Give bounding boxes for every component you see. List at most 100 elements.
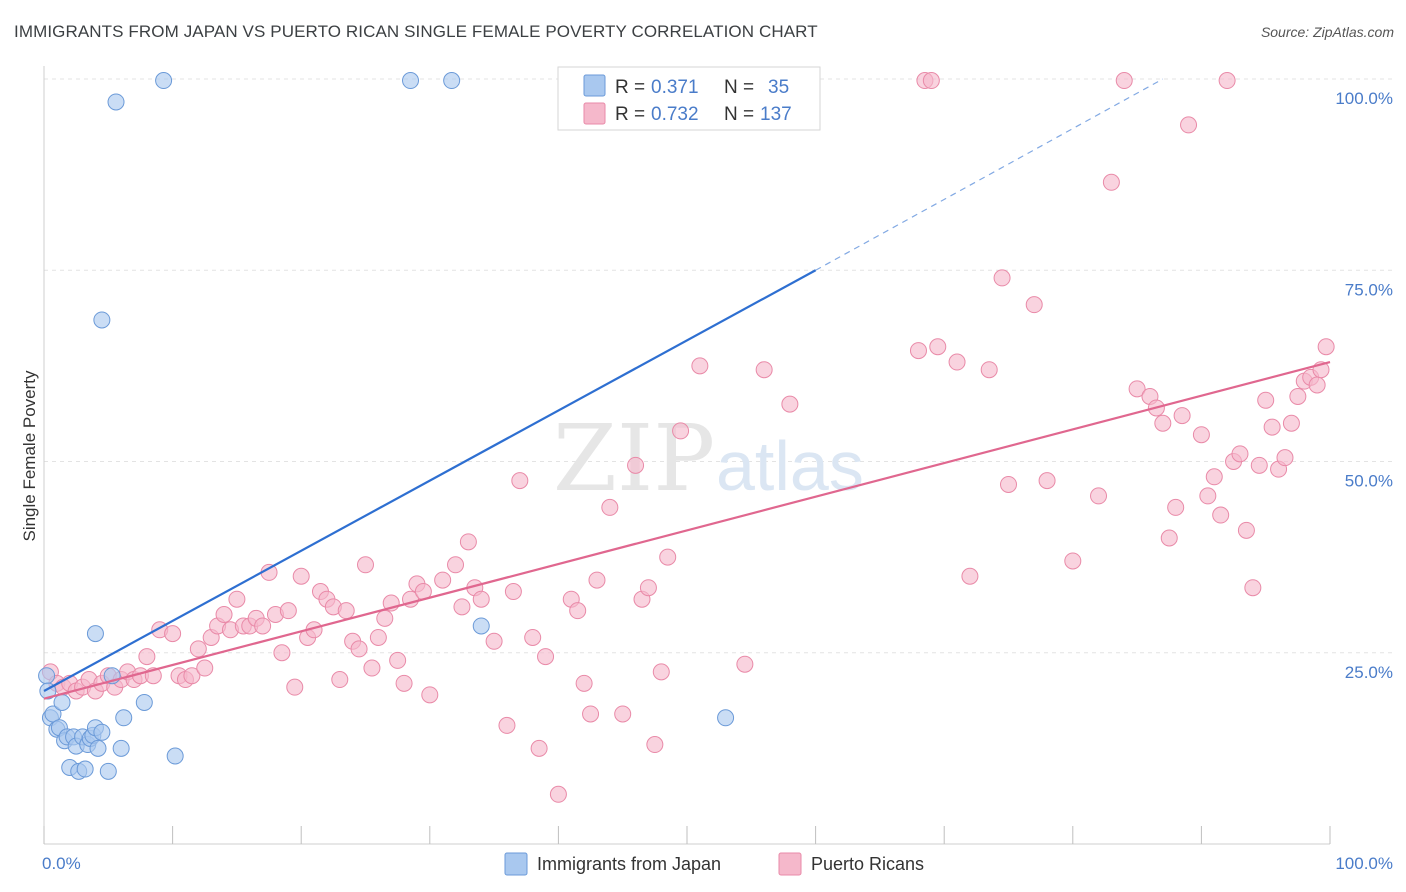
point-puerto-ricans	[1102, 173, 1120, 191]
point-puerto-ricans	[929, 338, 947, 356]
y-tick-labels: 25.0% 50.0% 75.0% 100.0%	[1335, 89, 1393, 682]
y-axis-label: Single Female Poverty	[20, 370, 39, 542]
series-legend-label-puerto-ricans: Puerto Ricans	[811, 854, 924, 874]
point-puerto-ricans	[993, 269, 1011, 287]
point-puerto-ricans	[279, 602, 297, 620]
point-puerto-ricans	[1128, 380, 1146, 398]
trend-line	[43, 360, 1331, 700]
point-puerto-ricans	[530, 739, 548, 757]
point-puerto-ricans	[485, 632, 503, 650]
point-japan	[155, 72, 173, 90]
point-puerto-ricans	[639, 579, 657, 597]
point-puerto-ricans	[1199, 487, 1217, 505]
watermark: ZIP atlas	[553, 405, 864, 512]
legend-r-value-blue: 0.371	[651, 77, 699, 98]
point-puerto-ricans	[909, 342, 927, 360]
y-tick-label: 75.0%	[1345, 280, 1393, 299]
point-puerto-ricans	[292, 567, 310, 585]
point-puerto-ricans	[1212, 506, 1230, 524]
point-puerto-ricans	[961, 567, 979, 585]
point-japan	[717, 709, 735, 727]
point-puerto-ricans	[1160, 529, 1178, 547]
point-japan	[443, 72, 461, 90]
point-japan	[38, 667, 56, 685]
point-puerto-ricans	[980, 361, 998, 379]
point-puerto-ricans	[781, 395, 799, 413]
point-puerto-ricans	[376, 609, 394, 627]
point-puerto-ricans	[357, 556, 374, 574]
point-puerto-ricans	[1317, 338, 1335, 356]
point-puerto-ricans	[331, 671, 349, 689]
point-puerto-ricans	[549, 785, 567, 803]
chart-title: IMMIGRANTS FROM JAPAN VS PUERTO RICAN SI…	[14, 22, 818, 41]
point-puerto-ricans	[1000, 475, 1017, 493]
point-puerto-ricans	[434, 571, 452, 589]
point-puerto-ricans	[273, 644, 291, 662]
y-tick-label: 25.0%	[1345, 663, 1393, 682]
point-puerto-ricans	[138, 648, 156, 666]
point-puerto-ricans	[1064, 552, 1082, 570]
point-puerto-ricans	[652, 663, 670, 681]
point-japan	[99, 762, 117, 780]
point-puerto-ricans	[646, 736, 664, 754]
point-puerto-ricans	[1192, 426, 1210, 444]
point-puerto-ricans	[1257, 391, 1275, 409]
trend-line	[43, 269, 817, 692]
legend-r-label-pink: R =	[615, 104, 645, 125]
series-japan-points	[38, 72, 735, 780]
legend-n-value-blue: 35	[768, 77, 789, 98]
series-legend-label-japan: Immigrants from Japan	[537, 854, 721, 874]
point-japan	[53, 693, 71, 711]
point-puerto-ricans	[1289, 387, 1307, 405]
point-puerto-ricans	[447, 556, 465, 574]
series-puerto-ricans-points	[41, 72, 1335, 803]
legend-swatch-blue	[583, 74, 606, 97]
legend-n-label-pink: N =	[724, 104, 754, 125]
series-legend-swatch-japan	[504, 852, 528, 876]
trend-line-extension	[815, 78, 1164, 271]
point-puerto-ricans	[1276, 449, 1294, 467]
point-japan	[166, 747, 184, 765]
point-puerto-ricans	[627, 456, 645, 474]
point-puerto-ricans	[1038, 472, 1056, 490]
point-puerto-ricans	[1090, 487, 1108, 505]
point-puerto-ricans	[948, 353, 966, 371]
point-puerto-ricans	[1025, 296, 1043, 314]
legend-box: R = 0.371 N = 35 R = 0.732 N = 137	[557, 66, 821, 131]
grid-layer	[44, 78, 1394, 654]
point-japan	[76, 760, 94, 778]
point-japan	[107, 93, 125, 111]
point-puerto-ricans	[1308, 376, 1326, 394]
point-puerto-ricans	[453, 598, 471, 616]
point-puerto-ricans	[421, 686, 439, 704]
point-puerto-ricans	[511, 472, 529, 490]
point-puerto-ricans	[504, 583, 522, 601]
point-puerto-ricans	[350, 640, 368, 658]
y-tick-label: 50.0%	[1345, 472, 1393, 491]
source-label: Source: ZipAtlas.com	[1260, 24, 1394, 40]
point-puerto-ricans	[736, 655, 754, 673]
point-puerto-ricans	[672, 422, 690, 440]
point-puerto-ricans	[582, 705, 600, 723]
point-puerto-ricans	[1218, 72, 1236, 90]
point-puerto-ricans	[164, 625, 182, 643]
point-japan	[93, 723, 111, 741]
x-tick-label-left: 0.0%	[42, 854, 81, 873]
trend-lines	[43, 78, 1331, 700]
point-japan	[93, 311, 111, 329]
point-puerto-ricans	[183, 667, 201, 685]
point-japan	[472, 617, 490, 635]
point-puerto-ricans	[189, 640, 207, 658]
point-puerto-ricans	[1167, 498, 1185, 516]
point-puerto-ricans	[1115, 72, 1133, 90]
point-puerto-ricans	[755, 361, 773, 379]
point-puerto-ricans	[659, 548, 677, 566]
point-puerto-ricans	[1173, 407, 1191, 425]
point-japan	[86, 625, 104, 643]
point-puerto-ricans	[498, 716, 516, 734]
point-puerto-ricans	[254, 617, 272, 635]
point-japan	[402, 72, 420, 90]
point-puerto-ricans	[1282, 414, 1300, 432]
legend-n-label-blue: N =	[724, 77, 754, 98]
